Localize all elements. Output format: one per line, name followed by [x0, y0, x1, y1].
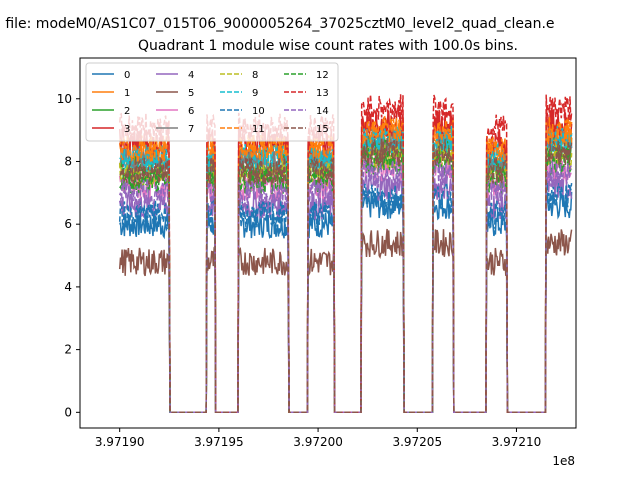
legend-label: 0 — [124, 70, 130, 81]
x-tick-label: 3.97205 — [392, 435, 442, 449]
legend-label: 2 — [124, 106, 130, 117]
legend-label: 14 — [316, 106, 329, 117]
series-line-14 — [118, 158, 573, 414]
legend-label: 6 — [188, 106, 194, 117]
series-line-2 — [119, 134, 573, 414]
y-tick-label: 4 — [64, 280, 72, 294]
x-tick-label: 3.97190 — [95, 435, 145, 449]
series-line-13 — [118, 94, 573, 414]
legend-label: 10 — [252, 106, 265, 117]
y-tick-label: 10 — [57, 92, 72, 106]
legend-label: 4 — [188, 70, 194, 81]
legend-label: 1 — [124, 88, 130, 99]
figure-suptitle: n file: modeM0/AS1C07_015T06_9000005264_… — [0, 16, 555, 32]
x-axis: 3.97190 3.97195 3.97200 3.97205 3.97210 — [95, 428, 541, 449]
legend-label: 15 — [316, 124, 329, 135]
legend-label: 13 — [316, 88, 329, 99]
series-line-4 — [118, 173, 573, 414]
legend-label: 5 — [188, 88, 194, 99]
legend-label: 8 — [252, 70, 258, 81]
legend-label: 12 — [316, 70, 329, 81]
series-line-11 — [119, 116, 573, 414]
y-tick-label: 2 — [64, 343, 72, 357]
series-line-6 — [118, 153, 572, 414]
series-line-5 — [118, 228, 573, 414]
legend-label: 11 — [252, 124, 265, 135]
y-tick-label: 8 — [64, 154, 72, 168]
y-tick-label: 0 — [64, 405, 72, 419]
chart-title: Quadrant 1 module wise count rates with … — [138, 38, 518, 54]
y-axis: 0 2 4 6 8 10 — [57, 92, 80, 419]
legend-label: 3 — [124, 124, 130, 135]
legend-label: 7 — [188, 124, 194, 135]
series-line-0 — [119, 191, 573, 414]
axes-frame — [79, 57, 577, 429]
series-line-10 — [118, 182, 573, 414]
x-tick-label: 3.97200 — [293, 435, 343, 449]
y-tick-label: 6 — [64, 217, 72, 231]
x-offset-label: 1e8 — [552, 454, 575, 468]
plot-lines — [118, 94, 573, 414]
x-tick-label: 3.97210 — [492, 435, 542, 449]
x-tick-label: 3.97195 — [194, 435, 244, 449]
legend-label: 9 — [252, 88, 258, 99]
legend-box — [85, 62, 339, 142]
